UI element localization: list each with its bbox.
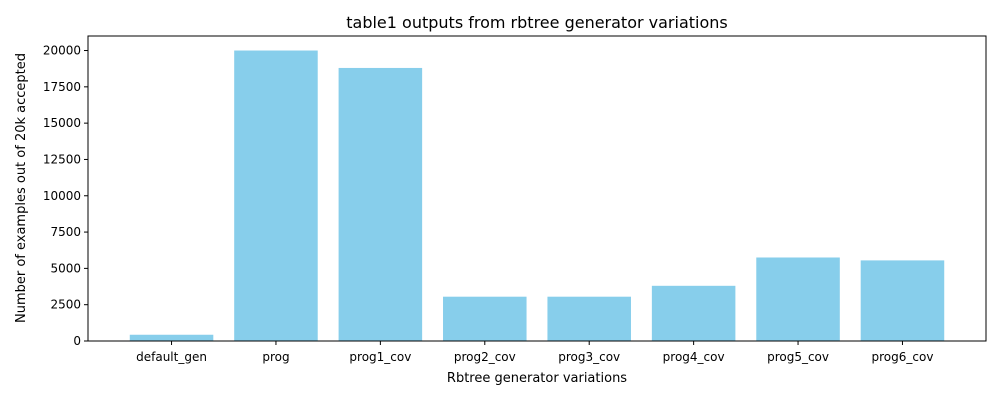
bars-layer [129, 50, 945, 342]
x-ticks: default_gen prog prog1_cov prog2_cov prog3_c… [136, 341, 933, 364]
y-tick-label: 5000 [50, 261, 81, 275]
x-axis-label: Rbtree generator variations [447, 371, 627, 386]
bar-prog3_cov [547, 296, 631, 341]
y-tick-label: 0 [73, 334, 81, 348]
y-tick-label: 7500 [50, 225, 81, 239]
y-tick-label: 10000 [43, 189, 81, 203]
y-axis-label: Number of examples out of 20k accepted [14, 53, 29, 323]
axes-layer [87, 35, 987, 342]
y-tick-label: 17500 [43, 80, 81, 94]
y-tick-label: 15000 [43, 116, 81, 130]
bar-prog2_cov [443, 296, 527, 341]
bar-prog1_cov [338, 67, 423, 341]
y-tick-label: 20000 [43, 44, 81, 58]
x-tick-label-default_gen: default_gen [136, 350, 207, 364]
x-tick-label-prog: prog [262, 350, 289, 364]
y-tick-label: 2500 [50, 298, 81, 312]
bar-default_gen [129, 334, 214, 341]
x-tick-label-prog1_cov: prog1_cov [349, 350, 411, 364]
y-ticks: 0 2500 5000 7500 10000 12500 15000 17500 20000 [43, 44, 88, 348]
bar-prog [234, 50, 318, 342]
x-tick-label-prog4_cov: prog4_cov [663, 350, 725, 364]
chart-title: table1 outputs from rbtree generator var… [346, 13, 728, 32]
x-tick-label-prog2_cov: prog2_cov [454, 350, 516, 364]
bar-prog5_cov [756, 257, 840, 341]
x-tick-label-prog6_cov: prog6_cov [872, 350, 934, 364]
bar-prog6_cov [860, 260, 945, 341]
plot-frame [87, 35, 987, 342]
y-tick-label: 12500 [43, 152, 81, 166]
x-tick-label-prog5_cov: prog5_cov [767, 350, 829, 364]
bar-prog4_cov [651, 285, 736, 341]
x-tick-label-prog3_cov: prog3_cov [558, 350, 620, 364]
